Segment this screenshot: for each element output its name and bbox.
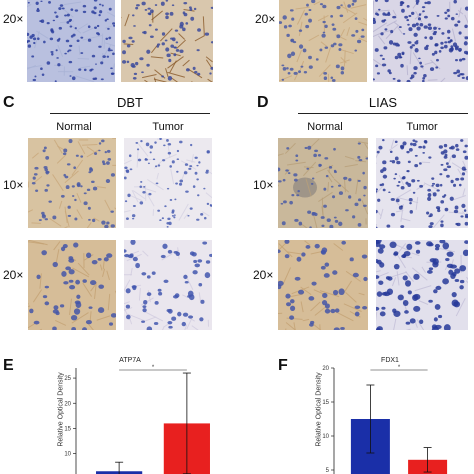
- panel-c-tumor-20x-image: [124, 240, 212, 330]
- panel-c-rule: [50, 113, 210, 114]
- chart-e-y-tick-label: 10: [64, 452, 71, 458]
- panel-c-letter: C: [3, 94, 15, 111]
- panel-c-tumor-10x-image: [124, 138, 212, 228]
- chart-e-y-tick-label: 25: [64, 376, 71, 382]
- panel-c-col-tumor: Tumor: [152, 121, 184, 133]
- panel-d-col-tumor: Tumor: [406, 121, 438, 133]
- chart-f-y-tick-label: 10: [322, 434, 329, 440]
- chart-f-plot: 5 10 15 20 *: [322, 365, 448, 474]
- panel-d-mag-bottom: 20×: [253, 268, 274, 282]
- panel-c-normal-10x-image: [28, 138, 116, 228]
- panel-d-normal-10x-image: [278, 138, 368, 228]
- panel-e-letter: E: [3, 357, 14, 374]
- chart-e-plot: 10 15 20 25 *: [64, 365, 210, 474]
- panel-d-rule: [298, 113, 468, 114]
- panel-d-letter: D: [257, 94, 269, 111]
- chart-f-y-tick-label: 15: [322, 400, 329, 406]
- panel-f-letter: F: [278, 357, 288, 374]
- chart-e-y-tick-label: 15: [64, 426, 71, 432]
- top-left-tumor-tissue-image: [121, 0, 213, 82]
- chart-e-y-tick-label: 20: [64, 401, 71, 407]
- panel-c-mag-top: 10×: [3, 178, 24, 192]
- panel-d-mag-top: 10×: [253, 178, 274, 192]
- top-right-normal-tissue-image: [279, 0, 367, 82]
- chart-e-title: ATP7A: [119, 357, 141, 364]
- chart-f-significance-label: *: [398, 365, 401, 371]
- panel-c-col-normal: Normal: [56, 121, 92, 133]
- panel-d-normal-20x-image: [278, 240, 368, 330]
- chart-e-significance-label: *: [152, 365, 155, 371]
- panel-d-tumor-10x-image: [376, 138, 468, 228]
- panel-c-mag-bottom: 20×: [3, 268, 24, 282]
- panel-c-normal-20x-image: [28, 240, 116, 330]
- top-left-magnification: 20×: [3, 12, 24, 26]
- panel-d-tumor-20x-image: [376, 240, 468, 330]
- chart-f-title: FDX1: [381, 357, 399, 364]
- top-right-tumor-tissue-image: [373, 0, 468, 82]
- panel-d-title: LIAS: [368, 95, 398, 110]
- panel-d-col-normal: Normal: [307, 121, 343, 133]
- chart-f-y-tick-label: 20: [322, 366, 329, 372]
- top-right-magnification: 20×: [255, 12, 276, 26]
- top-left-normal-tissue-image: [27, 0, 115, 82]
- panel-c-title: DBT: [117, 95, 143, 110]
- chart-f-y-tick-label: 5: [326, 468, 330, 474]
